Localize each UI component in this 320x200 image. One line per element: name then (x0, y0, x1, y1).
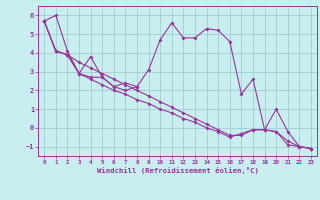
X-axis label: Windchill (Refroidissement éolien,°C): Windchill (Refroidissement éolien,°C) (97, 167, 259, 174)
